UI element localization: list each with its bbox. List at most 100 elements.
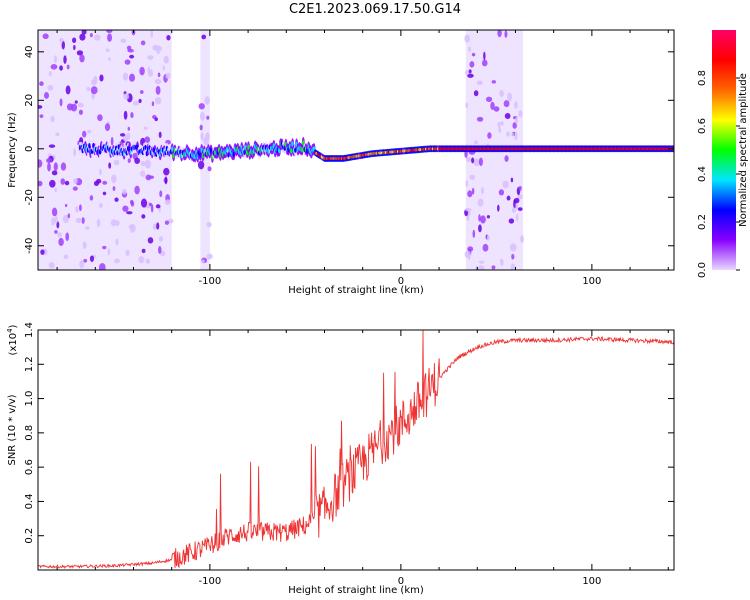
noise-speck [56,221,60,229]
noise-speck [520,235,524,244]
noise-speck [199,111,206,121]
noise-speck [97,114,103,122]
noise-speck [126,211,133,215]
noise-speck [518,110,523,118]
noise-speck [83,258,88,263]
noise-speck [102,245,107,250]
noise-speck [158,236,163,242]
noise-speck [128,224,134,230]
noise-speck [93,75,98,84]
snr-y-multiplier: (x104) [6,324,19,355]
noise-speck [54,216,58,224]
noise-speck [478,157,483,167]
colorbar-tick-label: 0.0 [697,262,708,278]
noise-speck [485,96,493,103]
ridge-core [300,146,304,153]
noise-speck [129,73,136,82]
noise-speck [82,130,87,138]
noise-speck [476,80,483,85]
noise-speck [140,40,146,46]
noise-speck [482,243,489,252]
spectrogram-y-axis-label: Frequency (Hz) [7,112,18,188]
noise-speck [498,189,505,196]
noise-speck [51,207,58,217]
noise-speck [90,86,98,95]
noise-speck [104,123,111,131]
noise-speck [510,263,516,270]
noise-speck [106,30,113,33]
colorbar-label: Normalized spectral amplitude [738,73,749,227]
noise-speck [63,55,67,64]
noise-speck [207,166,212,172]
noise-speck [38,159,43,168]
noise-speck [82,241,87,249]
noise-speck [78,109,83,115]
noise-speck [93,34,101,41]
noise-speck [467,190,473,198]
x-tick-label: -100 [199,276,222,287]
noise-speck [75,217,83,223]
noise-speck [464,250,471,259]
noise-speck [127,126,131,131]
noise-speck [490,101,495,110]
y-tick-label: -20 [24,189,35,205]
y-tick-label: 20 [24,94,35,107]
x-tick-label: -100 [199,576,222,587]
figure-title: C2E1.2023.069.17.50.G14 [289,2,461,17]
noise-speck [110,136,114,146]
noise-speck [164,176,168,185]
noise-speck [59,98,63,107]
noise-speck [61,40,65,50]
noise-speck [72,178,78,184]
noise-speck [76,50,84,56]
noise-speck [66,64,70,70]
y-tick-label: -40 [24,238,35,254]
noise-speck [51,170,58,176]
noise-speck [150,203,154,213]
noise-speck [507,92,512,102]
noise-speck [465,157,471,162]
noise-speck [164,220,170,225]
noise-speck [114,197,119,202]
noise-speck [98,203,103,208]
noise-speck [471,52,476,57]
noise-speck [111,174,117,184]
noise-speck [515,201,519,210]
noise-speck [497,204,500,212]
noise-speck [467,73,474,78]
snr-frame [37,329,675,571]
colorbar-tick-label: 0.6 [697,118,708,134]
noise-speck [108,162,112,169]
y-tick-label: 0.2 [24,528,35,544]
noise-speck [122,72,129,81]
noise-speck [141,248,146,254]
noise-speck [481,186,484,195]
noise-speck [120,38,127,44]
noise-speck [47,162,51,172]
noise-speck [504,155,509,162]
noise-speck [152,44,159,51]
noise-speck [167,218,174,224]
noise-speck [64,203,68,208]
noise-speck [511,207,517,213]
noise-speck [497,121,501,128]
noise-speck [140,160,146,166]
noise-speck [506,131,511,137]
noise-speck [96,218,101,228]
noise-speck [506,195,511,201]
noise-speck [464,34,470,43]
noise-speck [197,160,205,170]
y-tick-label: 1.4 [24,322,35,338]
x-tick-label: 100 [582,276,601,287]
noise-speck [38,180,43,187]
noise-speck [500,258,504,263]
noise-speck [139,66,145,76]
noise-speck [129,54,135,59]
noise-speck [473,158,480,167]
noise-speck [112,186,116,191]
noise-speck [48,71,52,77]
noise-speck [60,178,66,185]
noise-speck [515,116,519,125]
noise-speck [54,187,57,193]
colorbar-tick-label: 0.2 [697,214,708,230]
